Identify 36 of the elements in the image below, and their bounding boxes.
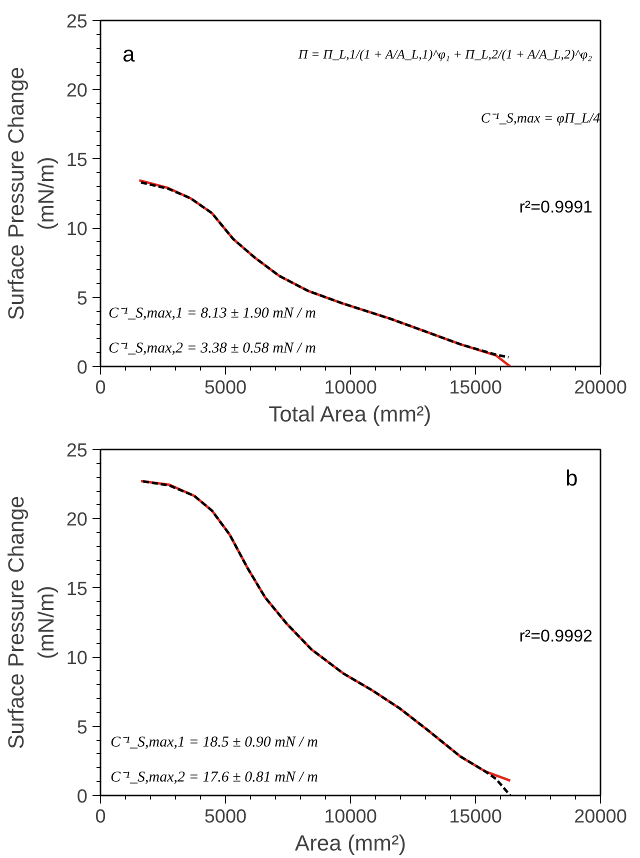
annotation: C⁻¹_S,max,1 = 8.13 ± 1.90 mN / m — [108, 306, 316, 322]
x-tick-label: 10000 — [324, 806, 377, 828]
y-tick-label: 20 — [66, 80, 88, 102]
x-tick-label: 20000 — [574, 378, 627, 398]
annotation: r²=0.9991 — [519, 198, 593, 216]
x-tick-label: 15000 — [449, 806, 502, 828]
y-tick-label: 10 — [66, 219, 88, 240]
y-axis-title: Surface Pressure Change (mN/m) — [3, 66, 58, 320]
y-tick-label: 25 — [66, 440, 88, 462]
annotation: C⁻¹_S,max,2 = 17.6 ± 0.81 mN / m — [110, 770, 318, 786]
y-axis-title: Surface Pressure Change (mN/m) — [3, 496, 58, 750]
y-tick-label: 20 — [66, 510, 88, 531]
x-tick-label: 0 — [95, 378, 106, 398]
x-tick-label: 15000 — [449, 378, 502, 398]
y-tick-label: 15 — [66, 578, 88, 600]
annotation: r²=0.9992 — [519, 626, 593, 646]
x-tick-label: 10000 — [324, 378, 377, 398]
x-tick-label: 5000 — [204, 378, 247, 398]
y-tick-label: 5 — [76, 717, 88, 738]
annotation: C⁻¹_S,max = φΠ_L/4 — [480, 112, 600, 126]
annotation: C⁻¹_S,max,2 = 3.38 ± 0.58 mN / m — [108, 340, 316, 356]
annotation: b — [566, 466, 578, 490]
y-tick-label: 5 — [76, 288, 88, 310]
annotation: Π = Π_L,1/(1 + A/A_L,1)^φ₁ + Π_L,2/(1 + A/A_L,2)^φ₂ — [297, 46, 593, 62]
x-tick-label: 20000 — [574, 806, 627, 828]
y-tick-label: 25 — [66, 12, 88, 32]
x-axis-title: Area (mm²) — [294, 830, 406, 856]
x-axis-title: Total Area (mm²) — [268, 402, 432, 426]
y-tick-label: 0 — [76, 786, 88, 808]
x-tick-label: 5000 — [204, 806, 247, 828]
y-tick-label: 0 — [76, 358, 88, 378]
annotation: C⁻¹_S,max,1 = 18.5 ± 0.90 mN / m — [110, 734, 318, 750]
y-tick-label: 10 — [66, 648, 88, 670]
annotation: a — [122, 42, 136, 66]
y-tick-label: 15 — [66, 150, 88, 171]
x-tick-label: 0 — [95, 806, 106, 828]
